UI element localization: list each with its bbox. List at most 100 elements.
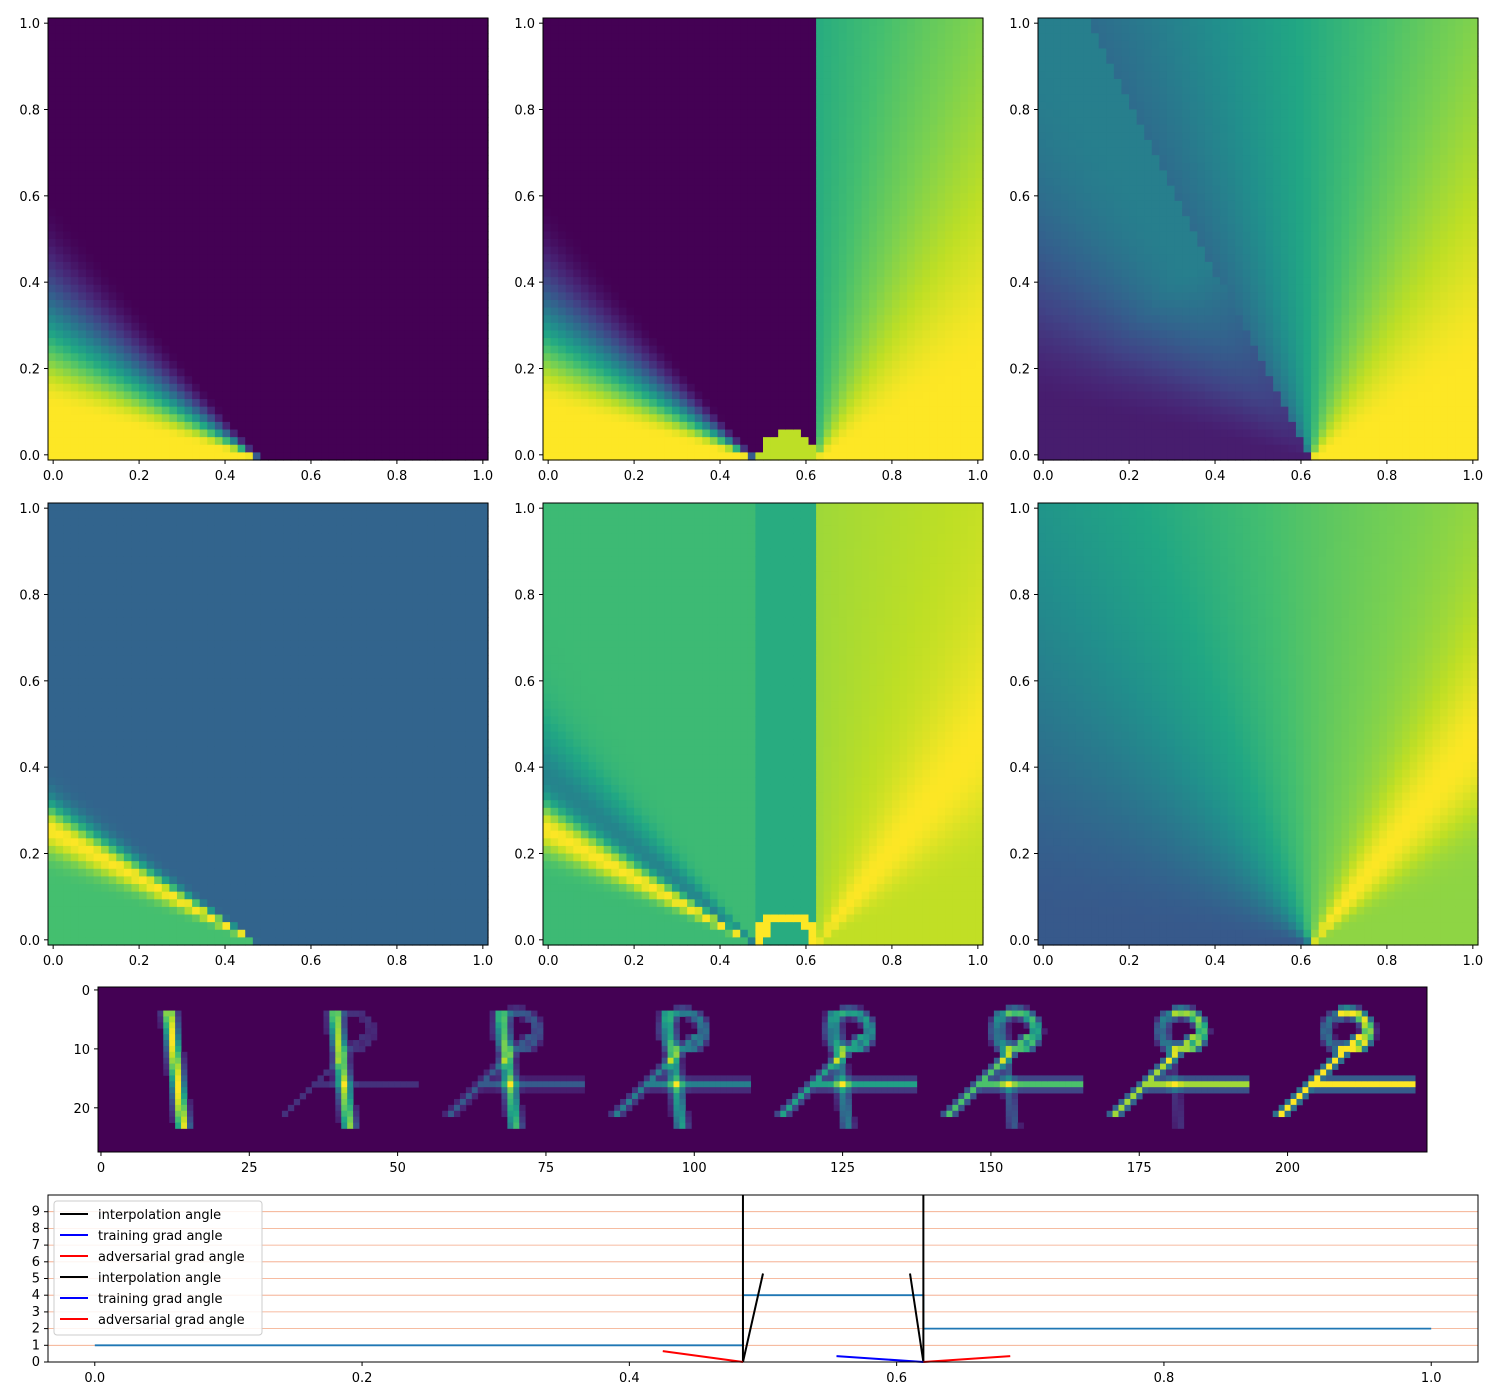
heatmap-cell bbox=[252, 414, 262, 423]
heatmap-cell bbox=[450, 185, 459, 194]
heatmap-cell bbox=[63, 18, 72, 27]
heatmap-cell bbox=[101, 109, 110, 118]
heatmap-cell bbox=[351, 200, 360, 210]
heatmap-cell bbox=[176, 360, 186, 370]
heatmap-cell bbox=[702, 338, 711, 347]
heatmap-cell bbox=[343, 284, 353, 293]
heatmap-cell bbox=[717, 25, 726, 34]
heatmap-cell bbox=[268, 231, 277, 240]
heatmap-cell bbox=[626, 178, 635, 187]
heatmap-cell bbox=[740, 33, 749, 42]
heatmap-cell bbox=[687, 185, 696, 194]
heatmap-cell bbox=[588, 200, 597, 210]
heatmap-cell bbox=[48, 94, 57, 103]
heatmap-cell bbox=[442, 208, 451, 217]
heatmap-cell bbox=[709, 124, 719, 133]
heatmap-cell bbox=[290, 216, 299, 225]
heatmap-cell bbox=[573, 353, 582, 362]
heatmap-cell bbox=[580, 444, 590, 453]
heatmap-cell bbox=[131, 246, 140, 255]
heatmap-cell bbox=[694, 452, 703, 461]
heatmap-cell bbox=[634, 269, 643, 278]
heatmap-cell bbox=[381, 345, 390, 354]
heatmap-cell bbox=[419, 178, 428, 187]
heatmap-cell bbox=[222, 200, 231, 210]
heatmap-cell bbox=[268, 78, 277, 88]
heatmap-cell bbox=[230, 399, 239, 408]
heatmap-cell bbox=[154, 383, 163, 393]
heatmap-cell bbox=[328, 223, 337, 232]
heatmap-cell bbox=[237, 345, 246, 354]
heatmap-cell bbox=[222, 155, 231, 164]
heatmap-cell bbox=[359, 63, 368, 72]
heatmap-cell bbox=[457, 368, 466, 377]
heatmap-cell bbox=[573, 139, 582, 149]
heatmap-cell bbox=[596, 383, 605, 393]
heatmap-cell bbox=[472, 208, 482, 217]
heatmap-cell bbox=[573, 208, 582, 217]
heatmap-cell bbox=[245, 216, 254, 225]
heatmap-cell bbox=[161, 360, 170, 370]
heatmap-cell bbox=[472, 376, 482, 385]
heatmap-cell bbox=[709, 376, 719, 385]
heatmap-cell bbox=[116, 421, 125, 431]
heatmap-cell bbox=[343, 421, 353, 431]
heatmap-cell bbox=[687, 261, 696, 271]
heatmap-cell bbox=[85, 338, 95, 347]
heatmap-cell bbox=[275, 223, 284, 232]
heatmap-cell bbox=[702, 117, 711, 126]
heatmap-cell bbox=[427, 78, 436, 88]
heatmap-cell bbox=[626, 239, 635, 248]
heatmap-cell bbox=[374, 261, 383, 271]
heatmap-cell bbox=[580, 338, 590, 347]
heatmap-cell bbox=[671, 414, 681, 423]
heatmap-cell bbox=[48, 284, 57, 293]
heatmap-cell bbox=[543, 376, 552, 385]
heatmap-cell bbox=[336, 338, 345, 347]
heatmap-cell bbox=[108, 437, 117, 446]
heatmap-cell bbox=[101, 124, 110, 133]
heatmap-cell bbox=[404, 170, 413, 179]
heatmap-cell bbox=[283, 414, 292, 423]
heatmap-cell bbox=[404, 78, 413, 88]
heatmap-cell bbox=[252, 299, 262, 309]
heatmap-cell bbox=[176, 406, 186, 415]
heatmap-cell bbox=[184, 86, 193, 95]
heatmap-cell bbox=[626, 139, 635, 149]
heatmap-cell bbox=[321, 277, 330, 286]
heatmap-cell bbox=[139, 132, 148, 141]
heatmap-cell bbox=[184, 223, 193, 232]
heatmap-cell bbox=[85, 117, 95, 126]
heatmap-cell bbox=[48, 162, 57, 172]
heatmap-cell bbox=[641, 391, 650, 400]
heatmap-cell bbox=[374, 216, 383, 225]
heatmap-cell bbox=[442, 185, 451, 194]
heatmap-cell bbox=[184, 40, 193, 50]
heatmap-cell bbox=[275, 101, 284, 111]
heatmap-cell bbox=[543, 147, 552, 156]
heatmap-cell bbox=[101, 261, 110, 271]
heatmap-cell bbox=[717, 185, 726, 194]
heatmap-cell bbox=[396, 368, 406, 377]
heatmap-cell bbox=[472, 139, 482, 149]
heatmap-cell bbox=[48, 48, 57, 57]
heatmap-cell bbox=[328, 429, 337, 438]
heatmap-cell bbox=[550, 421, 559, 431]
heatmap-cell bbox=[222, 193, 231, 202]
heatmap-cell bbox=[93, 86, 102, 95]
heatmap-cell bbox=[427, 139, 436, 149]
heatmap-cell bbox=[626, 63, 635, 72]
heatmap-cell bbox=[70, 63, 79, 72]
heatmap-cell bbox=[176, 429, 186, 438]
heatmap-cell bbox=[161, 406, 170, 415]
heatmap-cell bbox=[169, 421, 178, 431]
heatmap-cell bbox=[671, 429, 681, 438]
heatmap-cell bbox=[596, 399, 605, 408]
heatmap-cell bbox=[412, 284, 421, 293]
heatmap-cell bbox=[465, 200, 474, 210]
heatmap-cell bbox=[671, 376, 681, 385]
heatmap-cell bbox=[558, 56, 567, 65]
heatmap-cell bbox=[702, 216, 711, 225]
heatmap-cell bbox=[472, 40, 482, 50]
heatmap-cell bbox=[328, 284, 337, 293]
